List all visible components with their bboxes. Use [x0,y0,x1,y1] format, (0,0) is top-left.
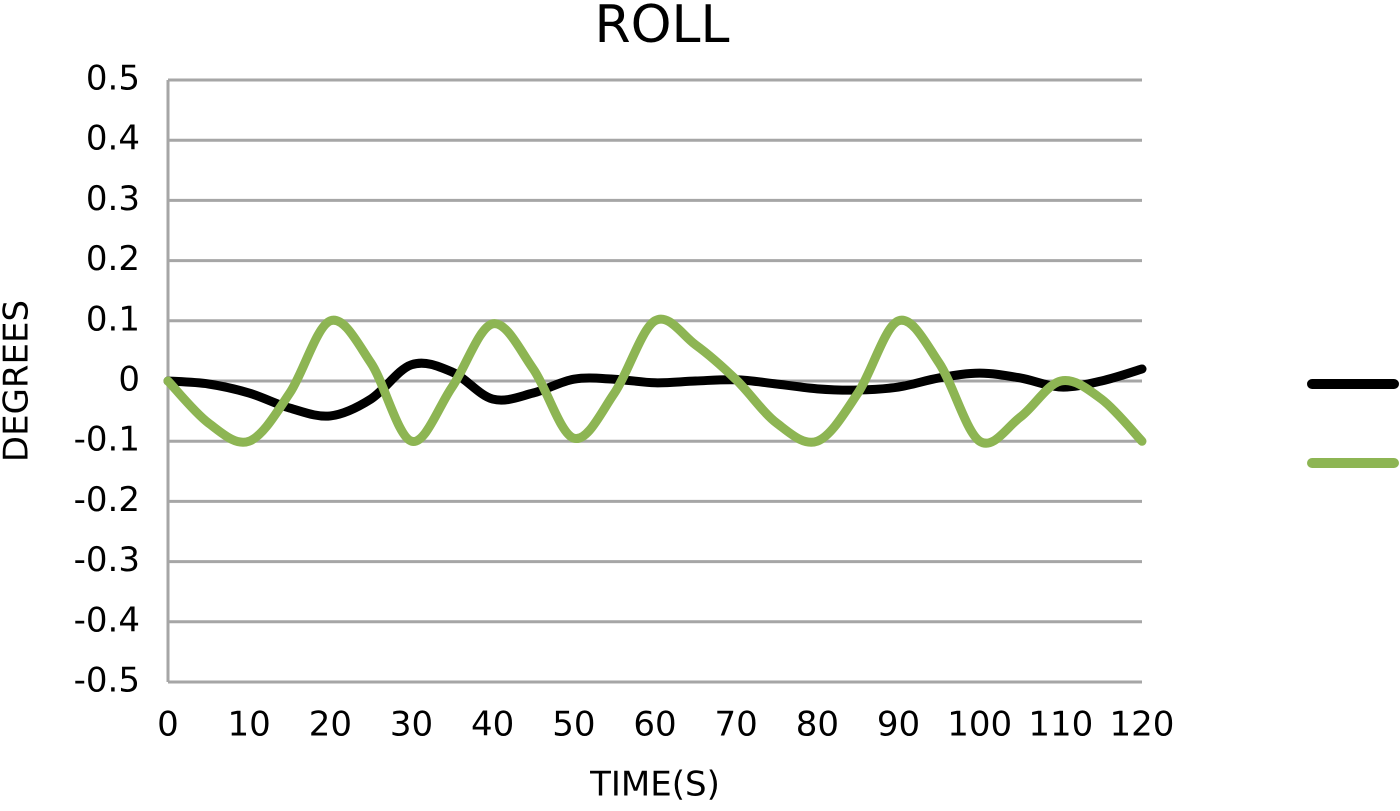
series-line [163,358,1147,421]
x-tick-label: 10 [228,705,271,745]
x-axis-title: TIME(S) [589,765,720,805]
x-tick-label: 80 [796,705,839,745]
x-tick-label: 40 [471,705,514,745]
x-tick-label: 50 [552,705,595,745]
y-tick-label: 0.1 [86,299,140,339]
y-tick-label: -0.5 [74,661,140,701]
y-tick-label: 0.3 [86,179,140,219]
y-tick-label: 0 [118,360,140,400]
y-tick-label: -0.2 [74,480,140,520]
x-tick-label: 70 [715,705,758,745]
y-tick-label: 0.5 [86,59,140,99]
y-tick-label: -0.1 [74,420,140,460]
chart-title: ROLL [594,0,729,55]
y-tick-label: 0.4 [86,119,140,159]
x-tick-label: 120 [1110,705,1175,745]
x-tick-label: 100 [947,705,1012,745]
x-tick-label: 90 [877,705,920,745]
x-tick-label: 30 [390,705,433,745]
y-tick-label: -0.4 [74,600,140,640]
x-tick-label: 20 [309,705,352,745]
y-tick-label: 0.2 [86,239,140,279]
y-tick-label: -0.3 [74,540,140,580]
series-line [163,314,1147,448]
x-tick-label: 60 [633,705,676,745]
x-tick-label: 0 [157,705,179,745]
y-axis-title: DEGREES [0,300,37,462]
x-tick-label: 110 [1028,705,1093,745]
